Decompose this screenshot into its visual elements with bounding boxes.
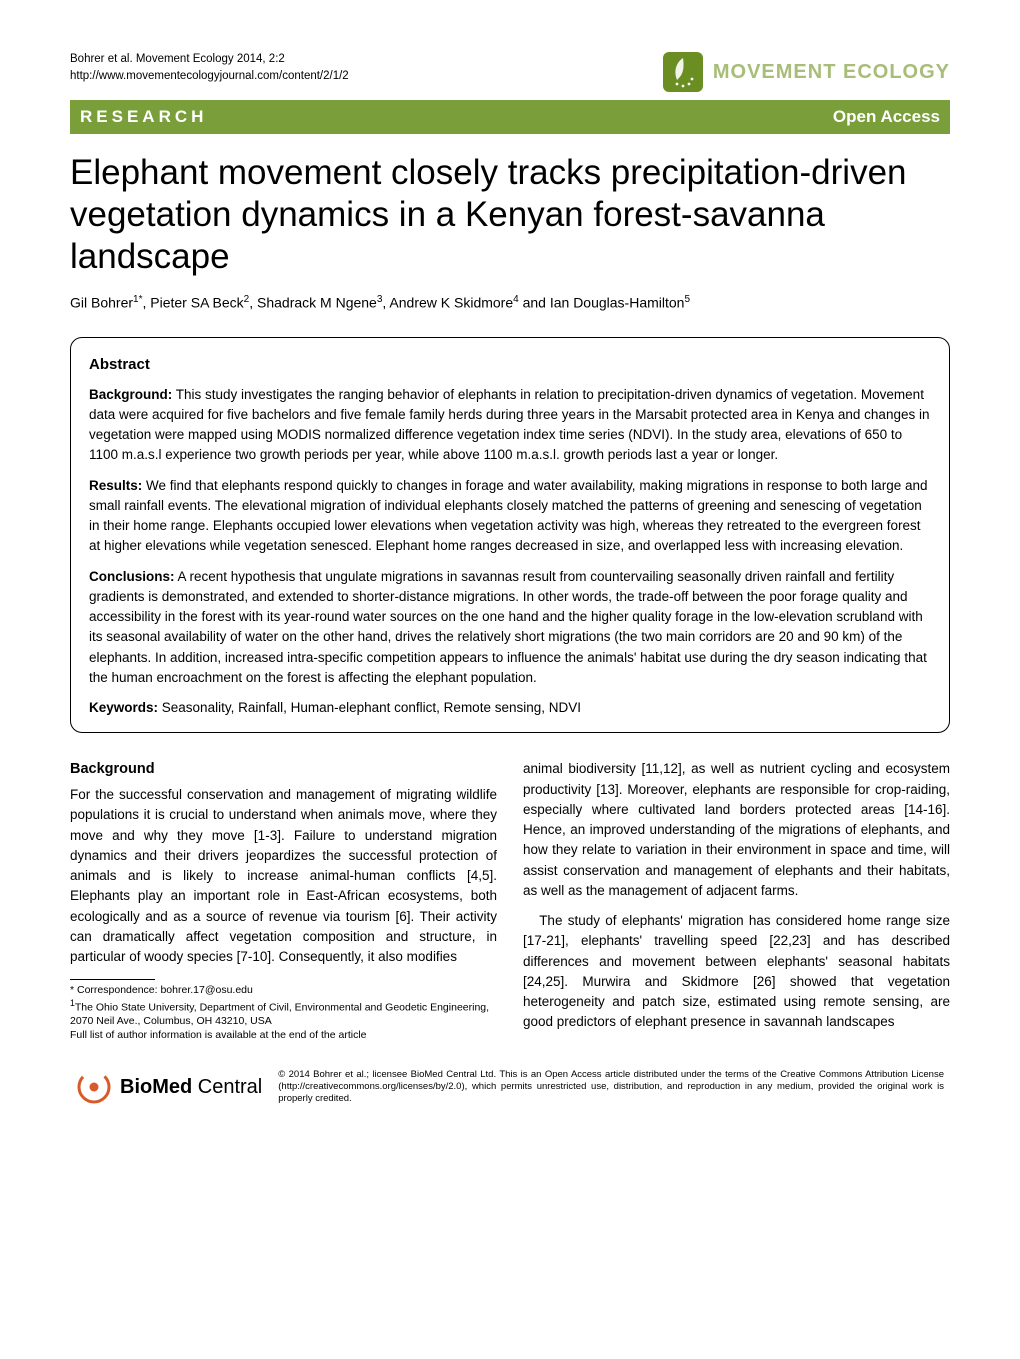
leaf-logo-icon — [663, 52, 703, 92]
open-access-icon — [76, 1069, 112, 1105]
abstract-conclusions-label: Conclusions: — [89, 569, 175, 584]
header-row: Bohrer et al. Movement Ecology 2014, 2:2… — [70, 52, 950, 92]
abstract-results-text: We find that elephants respond quickly t… — [89, 478, 927, 554]
abstract-conclusions: Conclusions: A recent hypothesis that un… — [89, 567, 931, 689]
article-type-banner: RESEARCH Open Access — [70, 100, 950, 134]
abstract-background: Background: This study investigates the … — [89, 385, 931, 466]
journal-url: http://www.movementecologyjournal.com/co… — [70, 68, 349, 85]
article-title: Elephant movement closely tracks precipi… — [70, 152, 950, 278]
license-text: © 2014 Bohrer et al.; licensee BioMed Ce… — [278, 1069, 944, 1106]
biomed-central-logo: BioMed Central — [76, 1069, 262, 1105]
authors-line: Gil Bohrer1*, Pieter SA Beck2, Shadrack … — [70, 292, 950, 314]
background-heading: Background — [70, 759, 497, 781]
abstract-conclusions-text: A recent hypothesis that ungulate migrat… — [89, 569, 927, 685]
footnote-correspondence: * Correspondence: bohrer.17@osu.edu — [70, 984, 497, 998]
abstract-box: Abstract Background: This study investig… — [70, 337, 950, 733]
abstract-results: Results: We find that elephants respond … — [89, 476, 931, 557]
publisher-name: BioMed Central — [120, 1072, 262, 1102]
abstract-keywords: Keywords: Seasonality, Rainfall, Human-e… — [89, 698, 931, 718]
footnote-separator — [70, 979, 155, 980]
left-paragraph-1: For the successful conservation and mana… — [70, 785, 497, 967]
keywords-text: Seasonality, Rainfall, Human-elephant co… — [158, 700, 581, 715]
abstract-background-label: Background: — [89, 387, 172, 402]
citation-text: Bohrer et al. Movement Ecology 2014, 2:2 — [70, 52, 349, 68]
footnote-affiliation: 1The Ohio State University, Department o… — [70, 998, 497, 1029]
keywords-label: Keywords: — [89, 700, 158, 715]
footer-row: BioMed Central © 2014 Bohrer et al.; lic… — [70, 1069, 950, 1106]
footnote-affil-text: The Ohio State University, Department of… — [70, 1002, 489, 1028]
citation-block: Bohrer et al. Movement Ecology 2014, 2:2… — [70, 52, 349, 85]
column-left: Background For the successful conservati… — [70, 759, 497, 1042]
banner-left: RESEARCH — [80, 104, 207, 130]
abstract-results-label: Results: — [89, 478, 142, 493]
publisher-light: Central — [192, 1076, 262, 1098]
right-paragraph-1: animal biodiversity [11,12], as well as … — [523, 759, 950, 901]
publisher-strong: BioMed — [120, 1076, 192, 1098]
body-columns: Background For the successful conservati… — [70, 759, 950, 1042]
abstract-heading: Abstract — [89, 354, 931, 377]
journal-name: MOVEMENT ECOLOGY — [713, 57, 950, 87]
footnote-fulllist: Full list of author information is avail… — [70, 1029, 497, 1043]
column-right: animal biodiversity [11,12], as well as … — [523, 759, 950, 1042]
right-paragraph-2: The study of elephants' migration has co… — [523, 911, 950, 1033]
banner-right: Open Access — [833, 104, 940, 130]
abstract-background-text: This study investigates the ranging beha… — [89, 387, 929, 463]
journal-brand: MOVEMENT ECOLOGY — [663, 52, 950, 92]
